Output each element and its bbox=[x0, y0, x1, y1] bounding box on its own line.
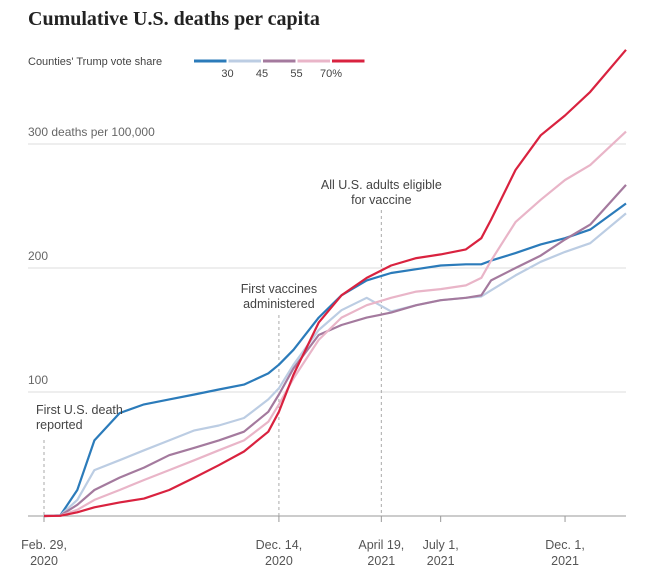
legend-title: Counties' Trump vote share bbox=[28, 56, 162, 68]
y-tick-label: 100 bbox=[28, 373, 48, 387]
series-line bbox=[43, 184, 627, 518]
series-line bbox=[43, 202, 627, 518]
legend-label: 70% bbox=[320, 68, 342, 80]
series-line bbox=[43, 49, 627, 518]
legend-label: 30 bbox=[221, 68, 233, 80]
legend-label: 45 bbox=[256, 68, 268, 80]
series-line bbox=[43, 130, 627, 518]
annotation: First vaccines administered bbox=[240, 282, 318, 311]
y-tick-label: 300 deaths per 100,000 bbox=[28, 125, 155, 139]
x-tick-label: Feb. 29, 2020 bbox=[21, 538, 67, 568]
y-tick-label: 200 bbox=[28, 249, 48, 263]
annotation: First U.S. death reported bbox=[36, 403, 123, 432]
x-tick-label: July 1, 2021 bbox=[422, 538, 459, 568]
x-tick-label: April 19, 2021 bbox=[358, 538, 405, 568]
series-line bbox=[43, 212, 627, 518]
x-tick-label: Dec. 14, 2020 bbox=[255, 538, 303, 568]
annotation: All U.S. adults eligible for vaccine bbox=[320, 178, 442, 207]
chart-title: Cumulative U.S. deaths per capita bbox=[28, 8, 320, 30]
x-tick-label: Dec. 1, 2021 bbox=[545, 538, 585, 568]
legend-label: 55 bbox=[290, 68, 302, 80]
